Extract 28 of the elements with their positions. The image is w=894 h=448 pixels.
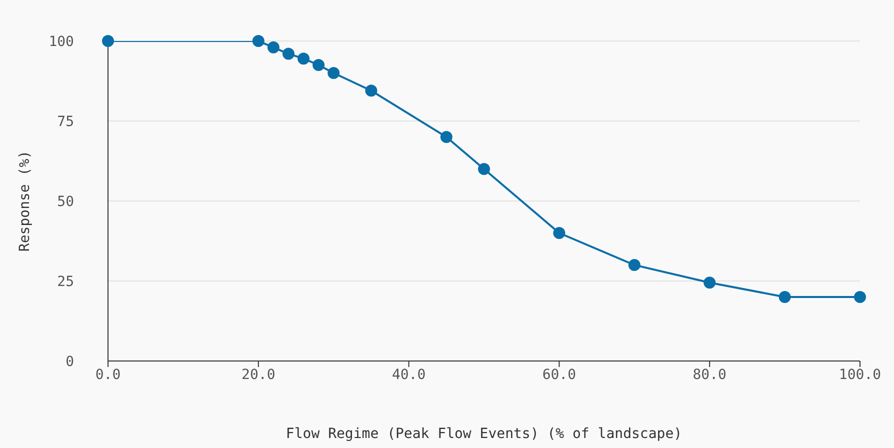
- y-tick-label: 25: [57, 274, 74, 290]
- point: [298, 52, 310, 65]
- point: [553, 227, 566, 239]
- point: [854, 291, 866, 303]
- point: [312, 59, 325, 71]
- x-axis-title: Flow Regime (Peak Flow Events) (% of landscape): [286, 426, 682, 442]
- point: [102, 35, 114, 47]
- x-tick-label: 0.0: [95, 366, 121, 383]
- x-tick-label: 60.0: [542, 366, 576, 383]
- point: [328, 67, 340, 79]
- y-tick-label: 50: [57, 194, 74, 210]
- y-axis-title: Response (%): [16, 150, 33, 252]
- y-tick-label: 75: [57, 114, 74, 130]
- x-tick-label: 40.0: [392, 366, 426, 383]
- point: [440, 131, 452, 143]
- x-tick-label: 100.0: [838, 366, 882, 383]
- point: [282, 48, 294, 60]
- point: [478, 163, 490, 175]
- point: [365, 84, 378, 97]
- y-tick-label: 100: [48, 34, 74, 50]
- x-tick-label: 80.0: [692, 366, 726, 383]
- y-tick-label: 0: [66, 354, 74, 370]
- point: [252, 35, 264, 47]
- x-tick-label: 20.0: [242, 366, 276, 383]
- point: [267, 41, 280, 54]
- point: [704, 276, 716, 289]
- point: [778, 291, 791, 303]
- point: [628, 259, 640, 271]
